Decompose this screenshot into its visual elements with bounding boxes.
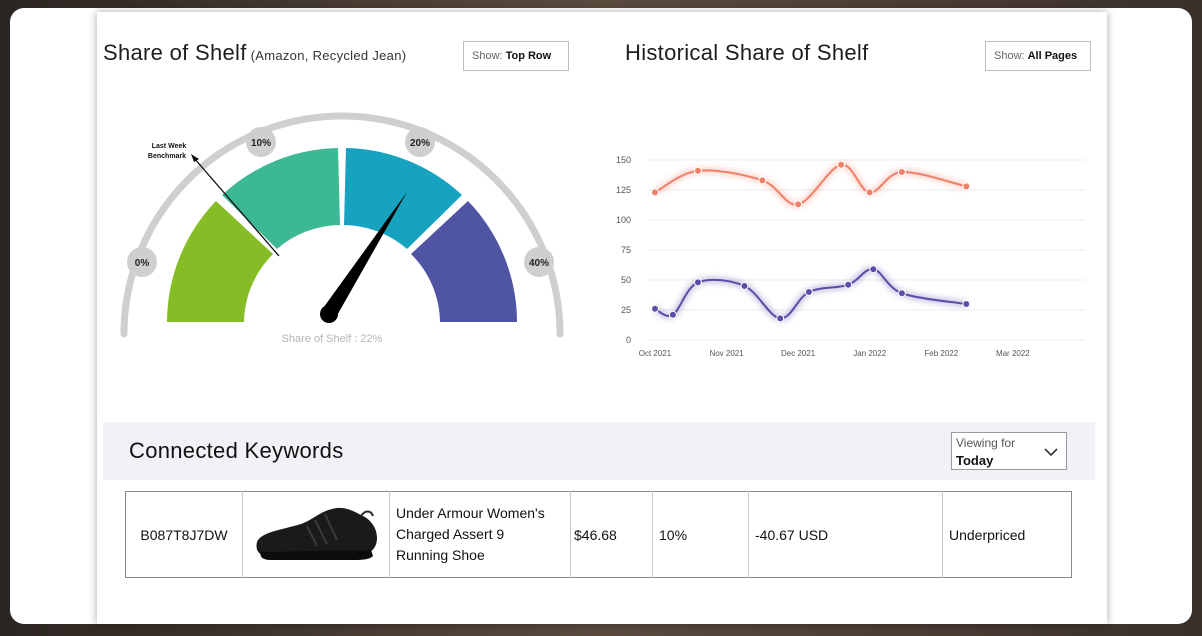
gauge-readout: Share of Shelf : 22% [282,333,383,345]
viewing-for-select[interactable]: Viewing for Today [951,432,1067,470]
series-1-point-5 [804,288,813,296]
viewing-for-label: Viewing for [956,436,1016,450]
chevron-down-icon [1044,448,1058,457]
y-tick-label: 150 [616,155,631,165]
series-0-point-1 [693,166,702,175]
share-panel-title: Share of Shelf (Amazon, Recycled Jean) [103,40,406,66]
gauge-outer-arc [120,112,564,338]
benchmark-label-line2: Benchmark [148,153,186,160]
history-show-select[interactable]: Show: All Pages [985,41,1091,71]
gauge-tick-0-badge [127,247,157,277]
history-line-chart: 0 25 50 75 100 125 150 Oct 2021 Nov 2021 Dec 2021… [616,155,1085,358]
gauge-needle [321,192,407,319]
gauge-tick-0: 0% [135,258,150,269]
history-title-text: Historical Share of Shelf [625,40,869,65]
series-0-point-4 [837,160,846,169]
x-tick-label: Nov 2021 [709,349,744,358]
share-gauge: 0% 10% 20% 40% Last Week Benchmark Share… [120,112,564,345]
series-0-point-5 [865,188,874,197]
history-show-value: All Pages [1027,50,1078,62]
series-0-point-0 [651,188,659,197]
series-1-point-2 [693,278,702,287]
share-show-value: Top Row [505,50,552,62]
product-image-cell [242,491,390,578]
series-1-point-3 [740,282,749,290]
gauge-tick-20-badge [405,127,435,157]
shoe-icon [256,507,377,560]
series-0-point-6 [897,168,906,176]
y-tick-label: 100 [616,215,631,225]
x-tick-label: Feb 2022 [924,349,958,358]
gauge-tick-20: 20% [410,138,430,149]
y-tick-label: 50 [621,275,631,285]
share-cell: 10% [652,491,749,578]
series-1-point-4 [776,314,785,323]
price-cell: $46.68 [570,491,653,578]
keywords-title: Connected Keywords [129,438,344,463]
x-tick-label: Oct 2021 [639,349,672,358]
keywords-header: Connected Keywords Viewing for Today [103,422,1095,480]
series-0-point-3 [794,200,803,209]
gauge-tick-10: 10% [251,138,271,149]
product-name-line3: Running Shoe [396,547,485,563]
share-title-text: Share of Shelf [103,40,247,65]
viewing-for-value: Today [956,453,994,468]
series-1-point-0 [651,304,659,313]
y-tick-label: 25 [621,305,631,315]
x-tick-label: Dec 2021 [781,349,816,358]
benchmark-arrow-icon [191,154,199,162]
table-row[interactable]: B087T8J7DW Under Armour Women's Charged … [125,491,1072,578]
product-name-line2: Charged Assert 9 [396,526,505,542]
history-show-label: Show: [994,50,1025,62]
history-panel-title: Historical Share of Shelf [625,40,869,66]
series-1-point-9 [962,300,971,308]
series-1-point-8 [897,289,906,298]
series-0-point-2 [758,176,767,185]
share-show-select[interactable]: Show: Top Row [463,41,569,71]
x-tick-label: Jan 2022 [853,349,886,358]
gauge-segment-1 [167,201,273,322]
asin-cell: B087T8J7DW [125,491,243,578]
series-1-point-6 [844,280,853,289]
product-name-cell: Under Armour Women's Charged Assert 9 Ru… [389,491,571,578]
series-line-1 [654,268,967,320]
benchmark-line [193,157,280,257]
gauge-tick-40: 40% [529,258,549,269]
gauge-segment-4 [411,201,517,322]
product-name-line1: Under Armour Women's [396,505,545,521]
chevron-down-icon [559,55,560,57]
series-0-point-7 [962,182,971,191]
gauge-tick-10-badge [246,127,276,157]
benchmark-label-line1: Last Week [152,143,187,150]
series-1-point-7 [869,265,878,274]
y-tick-label: 125 [616,185,631,195]
gauge-tick-40-badge [524,247,554,277]
price-diff-cell: -40.67 USD [748,491,943,578]
share-show-label: Show: [472,50,503,62]
x-tick-label: Mar 2022 [996,349,1030,358]
y-tick-label: 75 [621,245,631,255]
series-1-point-1 [668,310,677,319]
dashboard-card: Share of Shelf (Amazon, Recycled Jean) Sh… [97,12,1107,624]
keywords-table: B087T8J7DW Under Armour Women's Charged … [125,491,1072,578]
y-tick-label: 0 [626,335,631,345]
gauge-needle-hub [320,305,338,323]
status-cell: Underpriced [949,526,1026,543]
share-subtitle: (Amazon, Recycled Jean) [250,48,407,63]
